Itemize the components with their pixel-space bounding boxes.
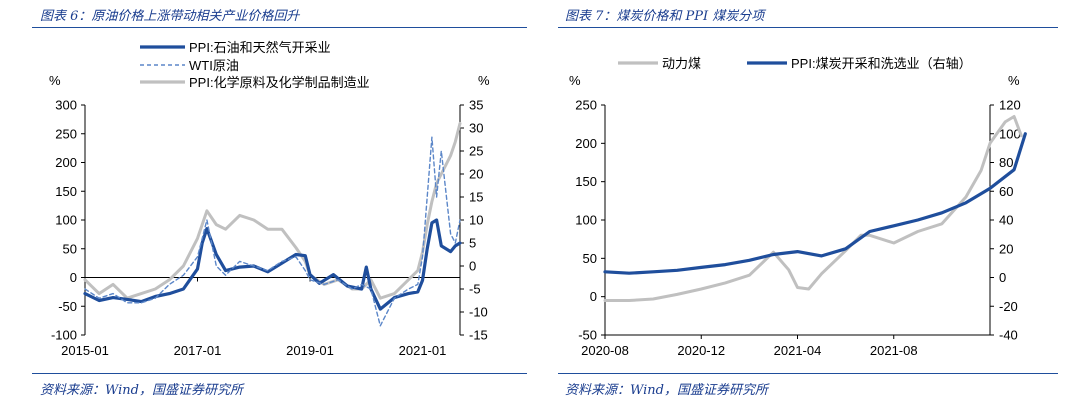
series-line: [84, 136, 461, 327]
source-note: 资料来源：Wind，国盛证券研究所: [565, 383, 768, 398]
legend-label: WTI原油: [189, 58, 239, 73]
left-axis-tick-label: 250: [575, 98, 597, 113]
right-axis-tick-label: -40: [999, 328, 1018, 343]
left-axis-tick-label: 50: [63, 241, 77, 256]
left-axis-tick-label: 150: [575, 174, 597, 189]
title-rule: [32, 27, 527, 28]
x-axis-tick-label: 2017-01: [174, 343, 222, 358]
left-axis-tick-label: 200: [575, 136, 597, 151]
source-note: 资料来源：Wind，国盛证券研究所: [40, 383, 243, 398]
series-line: [603, 115, 1023, 302]
right-axis-tick-label: 5: [469, 236, 476, 251]
right-axis-tick-label: 10: [469, 213, 483, 228]
legend-label: PPI:石油和天然气开采业: [189, 40, 331, 55]
chart-title: 图表 7：煤炭价格和 PPI 煤炭分项: [565, 9, 765, 24]
left-axis-tick-label: 300: [55, 98, 77, 113]
right-axis-tick-label: 25: [469, 144, 483, 159]
chart-oil: % %300250200150100500-50-1003530252015105…: [49, 40, 490, 358]
left-axis-tick-label: -100: [51, 328, 77, 343]
chart-coal: % %250200150100500-50120100806040200-20-4…: [569, 56, 1027, 358]
left-axis-tick-label: 50: [583, 251, 597, 266]
right-axis-tick-label: -15: [469, 328, 488, 343]
left-axis-unit: %: [569, 73, 581, 88]
x-axis-tick-label: 2020-12: [677, 343, 725, 358]
right-axis-tick-label: -10: [469, 305, 488, 320]
right-axis-tick-label: -5: [469, 282, 481, 297]
left-axis-unit: %: [49, 73, 61, 88]
left-axis-tick-label: 100: [575, 213, 597, 228]
right-axis-tick-label: 60: [999, 184, 1013, 199]
source-rule: [558, 373, 1058, 374]
chart-title: 图表 6：原油价格上涨带动相关产业价格回升: [40, 9, 300, 24]
x-axis-tick-label: 2021-08: [870, 343, 918, 358]
right-axis-tick-label: 80: [999, 155, 1013, 170]
x-axis-tick-label: 2015-01: [61, 343, 109, 358]
chart-panel-coal: 图表 7：煤炭价格和 PPI 煤炭分项 %% 250 200 150 100 50 0 -50…: [540, 0, 1080, 418]
right-axis-tick-label: -20: [999, 299, 1018, 314]
x-axis-tick-label: 2021-01: [399, 343, 447, 358]
x-axis-tick-label: 2019-01: [286, 343, 334, 358]
right-axis-tick-label: 15: [469, 190, 483, 205]
right-axis-unit: %: [478, 73, 490, 88]
left-axis-tick-label: 0: [590, 289, 597, 304]
right-axis-tick-label: 0: [999, 270, 1006, 285]
left-axis-tick-label: -50: [58, 299, 77, 314]
right-axis-tick-label: 30: [469, 121, 483, 136]
right-axis-tick-label: 100: [999, 126, 1021, 141]
right-axis-unit: %: [1008, 73, 1020, 88]
source-rule: [32, 373, 527, 374]
legend-label: PPI:化学原料及化学制品制造业: [189, 75, 370, 90]
legend-label: PPI:煤炭开采和洗选业（右轴）: [791, 56, 972, 71]
x-axis-tick-label: 2021-04: [774, 343, 822, 358]
legend-label: 动力煤: [662, 56, 701, 71]
right-axis-tick-label: 20: [469, 167, 483, 182]
left-axis-tick-label: -50: [578, 328, 597, 343]
right-axis-tick-label: 20: [999, 241, 1013, 256]
series-line: [83, 218, 462, 311]
right-axis-tick-label: 40: [999, 213, 1013, 228]
chart-panel-oil: 图表 6：原油价格上涨带动相关产业价格回升 %% 300 250 200 150 100 5…: [32, 9, 527, 398]
left-axis-tick-label: 200: [55, 155, 77, 170]
left-axis-tick-label: 100: [55, 213, 77, 228]
x-axis-tick-label: 2020-08: [581, 343, 629, 358]
series-line: [83, 121, 462, 300]
left-axis-tick-label: 250: [55, 126, 77, 141]
left-axis-tick-label: 150: [55, 184, 77, 199]
left-axis-tick-label: 0: [70, 270, 77, 285]
right-axis-tick-label: 0: [469, 259, 476, 274]
right-axis-tick-label: 35: [469, 98, 483, 113]
right-axis-tick-label: 120: [999, 98, 1021, 113]
title-rule: [558, 27, 1058, 28]
series-line: [603, 132, 1027, 275]
